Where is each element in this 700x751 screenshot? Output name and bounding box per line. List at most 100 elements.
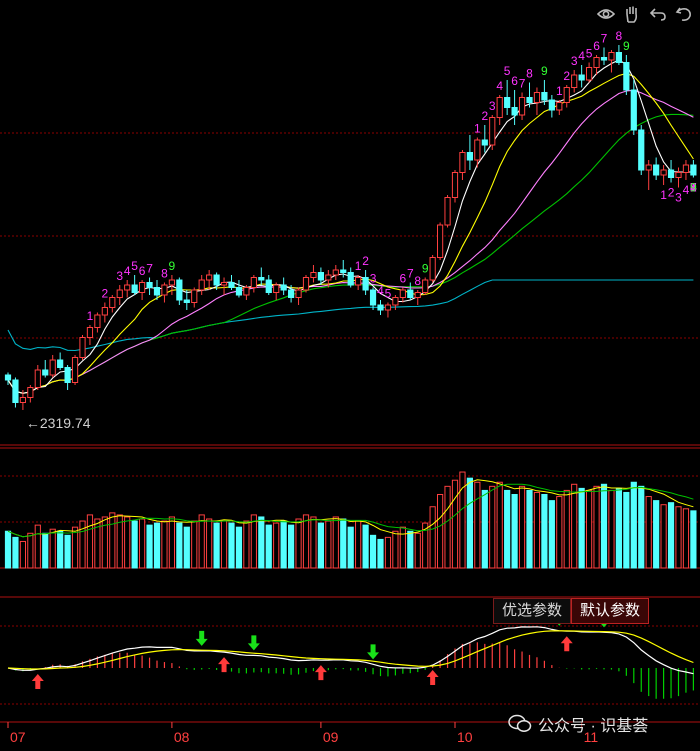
volume-bar xyxy=(392,530,399,569)
volume-bar xyxy=(146,524,153,569)
candle-down xyxy=(690,164,697,176)
candle xyxy=(27,385,34,403)
td-count-label: 4 xyxy=(124,264,131,278)
candle-up xyxy=(474,139,481,161)
td-count-label: 2 xyxy=(362,254,369,268)
candle xyxy=(64,365,71,390)
volume-bar xyxy=(437,494,444,569)
candle-up xyxy=(422,279,429,293)
td-count-label: 8 xyxy=(616,29,623,43)
td-count-label: 8 xyxy=(690,181,697,195)
candle xyxy=(690,160,697,178)
candle-down xyxy=(265,279,272,293)
candle xyxy=(71,355,79,385)
candle-up xyxy=(191,289,198,303)
candle-up xyxy=(437,224,444,258)
td-count-label: 3 xyxy=(571,54,578,68)
candle xyxy=(504,80,511,115)
hand-icon[interactable] xyxy=(622,4,642,24)
candle-down xyxy=(504,97,511,108)
candle-down xyxy=(407,289,414,298)
tab-default-params[interactable]: 默认参数 xyxy=(571,598,650,624)
tab-optimized-params[interactable]: 优选参数 xyxy=(493,598,572,624)
volume-bar xyxy=(526,489,533,569)
volume-bar xyxy=(414,532,421,569)
sell-arrow xyxy=(247,635,260,651)
candle-down xyxy=(258,277,265,281)
td-count-label: 6 xyxy=(593,39,600,53)
candle-up xyxy=(563,87,570,103)
volume-bar xyxy=(71,526,79,569)
volume-bar xyxy=(280,520,287,569)
candle-up xyxy=(444,197,451,226)
volume-bar xyxy=(615,487,622,569)
td-count-label: 1 xyxy=(474,122,481,136)
candle-down xyxy=(615,52,622,63)
candle-up xyxy=(571,74,578,88)
candle xyxy=(459,150,466,180)
candle xyxy=(608,50,615,73)
candle xyxy=(161,282,168,303)
candle xyxy=(295,287,302,305)
td-count-label: 7 xyxy=(690,181,697,195)
volume-bar xyxy=(399,526,406,569)
month-label: 07 xyxy=(10,729,26,745)
td-count-label: 3 xyxy=(690,181,697,195)
eye-icon[interactable] xyxy=(596,4,616,24)
candle-down xyxy=(228,282,235,288)
candle xyxy=(578,65,585,88)
reset-icon[interactable] xyxy=(674,4,694,24)
volume-bar xyxy=(548,500,555,569)
td-count-label: 1 xyxy=(556,84,563,98)
volume-bar xyxy=(19,540,26,569)
candle xyxy=(183,290,190,310)
candle-up xyxy=(518,97,526,116)
td-count-label: 7 xyxy=(407,267,414,281)
candle-up xyxy=(429,257,436,281)
candle-up xyxy=(325,274,332,281)
candle xyxy=(273,282,280,300)
volume-bar xyxy=(258,516,265,569)
volume-bar xyxy=(444,485,451,569)
ma20-line xyxy=(7,89,694,394)
month-label: 10 xyxy=(457,729,473,745)
td-count-label: 1 xyxy=(355,259,362,273)
candle xyxy=(645,160,652,190)
candle-down xyxy=(340,269,347,273)
macd-dif-line xyxy=(7,626,694,675)
undo-icon[interactable] xyxy=(648,4,668,24)
candle xyxy=(198,275,205,295)
candle-up xyxy=(593,57,600,68)
candle xyxy=(340,260,347,278)
volume-bar xyxy=(295,518,302,569)
month-label: 08 xyxy=(174,729,190,745)
volume-bar xyxy=(139,518,146,569)
td-count-label: 4 xyxy=(578,49,585,63)
td-count-label: 9 xyxy=(623,39,630,53)
buy-arrow xyxy=(426,670,439,686)
candle xyxy=(42,360,49,378)
volume-bar xyxy=(451,479,459,569)
ma10-line xyxy=(7,72,694,394)
td-count-label: 3 xyxy=(675,191,682,205)
candle xyxy=(615,45,622,65)
candle-down xyxy=(146,282,153,288)
volume-bar xyxy=(213,522,220,569)
candle xyxy=(675,167,682,188)
candle xyxy=(302,275,310,293)
td-count-label: 2 xyxy=(481,109,488,123)
volume-bar xyxy=(64,534,71,569)
volume-bar xyxy=(481,489,488,569)
candle xyxy=(139,280,146,300)
volume-bar xyxy=(191,520,198,569)
candle-up xyxy=(94,314,101,328)
candle-up xyxy=(459,152,466,173)
volume-bar xyxy=(168,516,176,569)
candle-down xyxy=(153,287,161,296)
indicator-param-tabs: 优选参数 默认参数 xyxy=(493,598,650,624)
volume-bar xyxy=(79,520,86,569)
candle xyxy=(362,270,369,295)
volume-bar xyxy=(593,485,600,569)
td-count-label: 7 xyxy=(690,181,697,195)
volume-bar xyxy=(489,485,496,569)
